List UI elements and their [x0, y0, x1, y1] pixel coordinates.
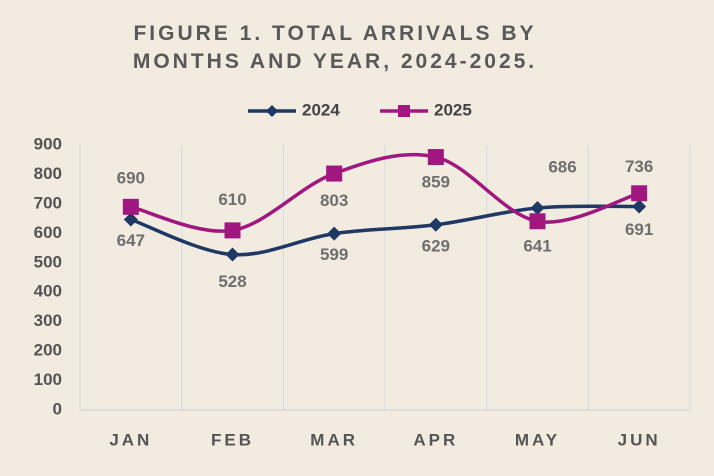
- marker: [225, 222, 241, 238]
- marker: [327, 227, 341, 241]
- y-tick-label: 600: [34, 223, 62, 242]
- data-label: 599: [320, 245, 348, 264]
- x-tick-label: FEB: [211, 430, 254, 449]
- data-label: 736: [625, 157, 653, 176]
- y-tick-label: 900: [34, 134, 62, 153]
- data-label: 647: [117, 231, 145, 250]
- marker: [429, 218, 443, 232]
- page: {"chart_data": {"type": "line", "title":…: [0, 0, 714, 476]
- marker: [530, 213, 546, 229]
- data-label: 528: [218, 272, 246, 291]
- data-label: 641: [523, 237, 551, 256]
- marker: [123, 199, 139, 215]
- y-tick-label: 0: [53, 399, 62, 418]
- y-tick-label: 500: [34, 252, 62, 271]
- x-tick-label: JUN: [618, 430, 661, 449]
- marker: [326, 166, 342, 182]
- y-tick-label: 300: [34, 311, 62, 330]
- y-tick-label: 700: [34, 193, 62, 212]
- y-tick-label: 200: [34, 341, 62, 360]
- legend-marker: [266, 105, 278, 117]
- marker: [632, 200, 646, 214]
- chart: 0 100 200 300 400 500 600 700 800 900 JAN FEB MAR APR…: [0, 0, 714, 476]
- y-tick-label: 100: [34, 370, 62, 389]
- marker: [226, 248, 240, 262]
- marker: [631, 185, 647, 201]
- legend-label: 2024: [302, 100, 340, 119]
- y-tick-label: 400: [34, 282, 62, 301]
- data-label: 610: [218, 190, 246, 209]
- data-label: 690: [117, 168, 145, 187]
- marker: [428, 149, 444, 165]
- data-label: 686: [548, 157, 576, 176]
- x-tick-label: MAR: [310, 430, 358, 449]
- y-tick-label: 800: [34, 164, 62, 183]
- legend-label: 2025: [434, 100, 472, 119]
- marker: [531, 201, 545, 215]
- legend-marker: [398, 105, 410, 117]
- data-label: 859: [422, 173, 450, 192]
- data-label: 629: [422, 236, 450, 255]
- data-label: 803: [320, 191, 348, 210]
- data-label: 691: [625, 220, 653, 239]
- x-tick-label: JAN: [109, 430, 152, 449]
- x-tick-label: MAY: [515, 430, 560, 449]
- x-tick-label: APR: [413, 430, 458, 449]
